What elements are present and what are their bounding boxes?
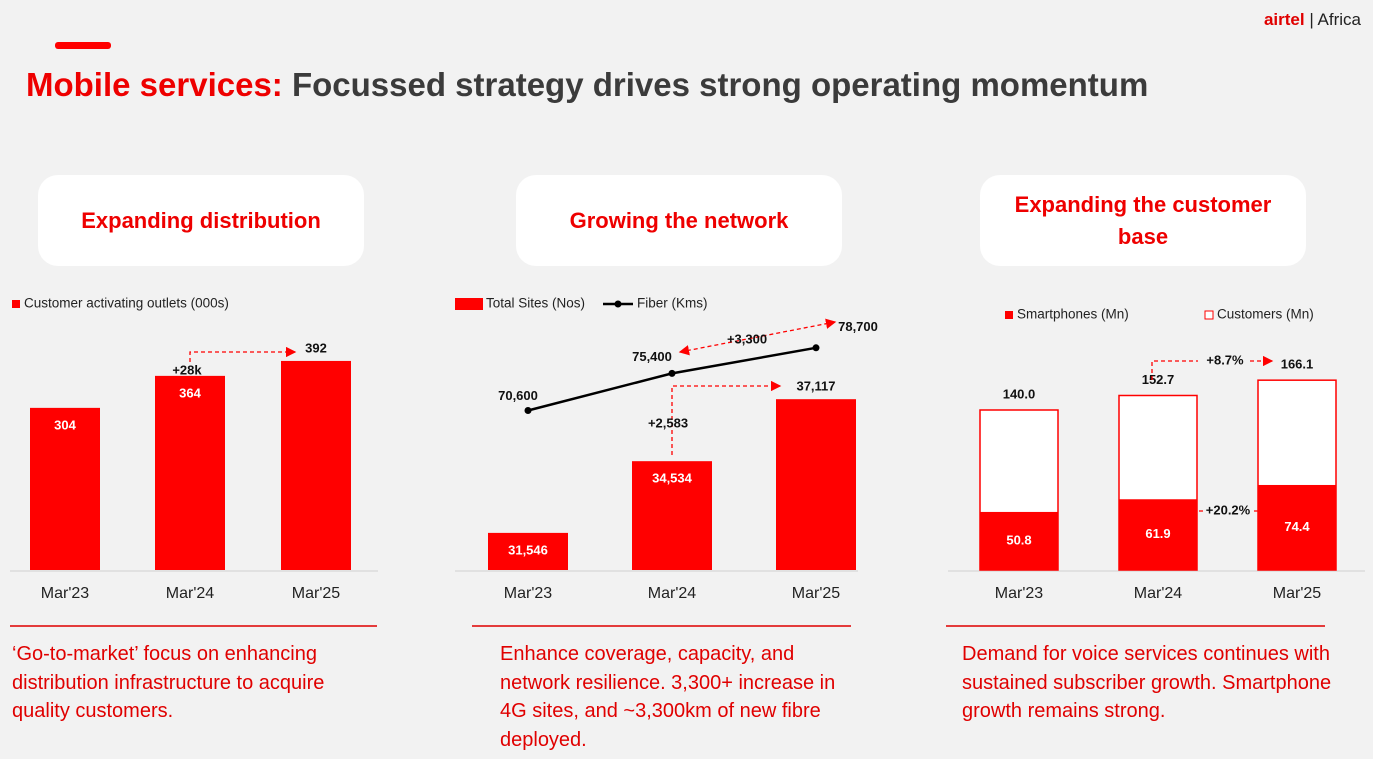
annotation-arrow [678,318,837,356]
bar [281,360,351,570]
data-label: 304 [54,417,76,432]
data-label: 78,700 [838,319,878,334]
data-label: 392 [305,340,327,355]
panel-heading: Expanding distribution [38,175,364,266]
bar [632,461,712,570]
x-tick-label: Mar'23 [41,585,90,602]
data-label: 61.9 [1145,526,1170,541]
legend-swatch [455,298,483,310]
bar [30,407,100,570]
line-point [668,369,676,377]
annotation: +3,300 [727,331,767,346]
data-label: 152.7 [1142,372,1175,387]
legend-label: Customers (Mn) [1217,307,1314,322]
bar [155,375,225,570]
data-label: 364 [179,385,201,400]
legend-label: Total Sites (Nos) [486,296,585,311]
bar [980,511,1058,570]
logo: airtel | Africa [1263,10,1361,29]
annotation-arrow [1151,360,1198,380]
logo-region: Africa [1317,10,1361,29]
line-point [524,407,532,415]
x-tick-label: Mar'25 [292,585,341,602]
annotation-arrow [1159,510,1203,528]
x-tick-label: Mar'25 [792,585,841,602]
panel-heading: Expanding the customer base [980,175,1306,266]
data-label: 37,117 [796,379,835,394]
data-label: 34,534 [652,471,693,486]
legend-swatch [12,300,20,308]
legend-label: Customer activating outlets (000s) [24,296,229,311]
line-point [812,344,820,352]
data-label: 75,400 [632,349,672,364]
accent-bar [55,42,111,49]
caption: Demand for voice services continues with… [962,643,1332,722]
annotation: +8.7% [1206,352,1244,367]
annotation: +20.2% [1206,502,1251,517]
legend-label: Smartphones (Mn) [1017,307,1129,322]
title-highlight: Mobile services: [26,66,283,103]
data-label: 31,546 [508,542,548,557]
bar [1119,499,1197,570]
data-label: 70,600 [498,388,538,403]
bar [488,532,568,570]
legend-label: Fiber (Kms) [637,296,708,311]
annotation-arrow [189,346,297,362]
legend-swatch [1204,310,1214,320]
title-rest: Focussed strategy drives strong operatin… [291,66,1149,103]
x-tick-label: Mar'24 [166,585,215,602]
x-tick-label: Mar'23 [504,585,553,602]
annotation-arrow [671,380,782,455]
panel-heading: Growing the network [516,175,842,266]
annotation: +28k [172,362,202,377]
line [527,346,817,412]
x-tick-label: Mar'24 [1134,585,1183,602]
x-tick-label: Mar'23 [995,585,1044,602]
bar [776,399,856,570]
caption: ‘Go-to-market’ focus on enhancing distri… [12,643,325,722]
data-label: 50.8 [1006,532,1031,547]
data-label: 140.0 [1003,386,1036,401]
legend-swatch [614,300,622,308]
annotation: +2,583 [648,415,688,430]
data-label: 166.1 [1281,357,1314,372]
logo-brand: airtel [1263,10,1305,29]
x-tick-label: Mar'25 [1273,585,1322,602]
legend-swatch [1005,311,1013,319]
title: Mobile services: Focussed strategy drive… [26,66,1148,104]
x-tick-label: Mar'24 [648,585,697,602]
bar [1258,484,1336,570]
data-label: 74.4 [1284,519,1310,534]
caption: Enhance coverage, capacity, and network … [500,643,836,751]
